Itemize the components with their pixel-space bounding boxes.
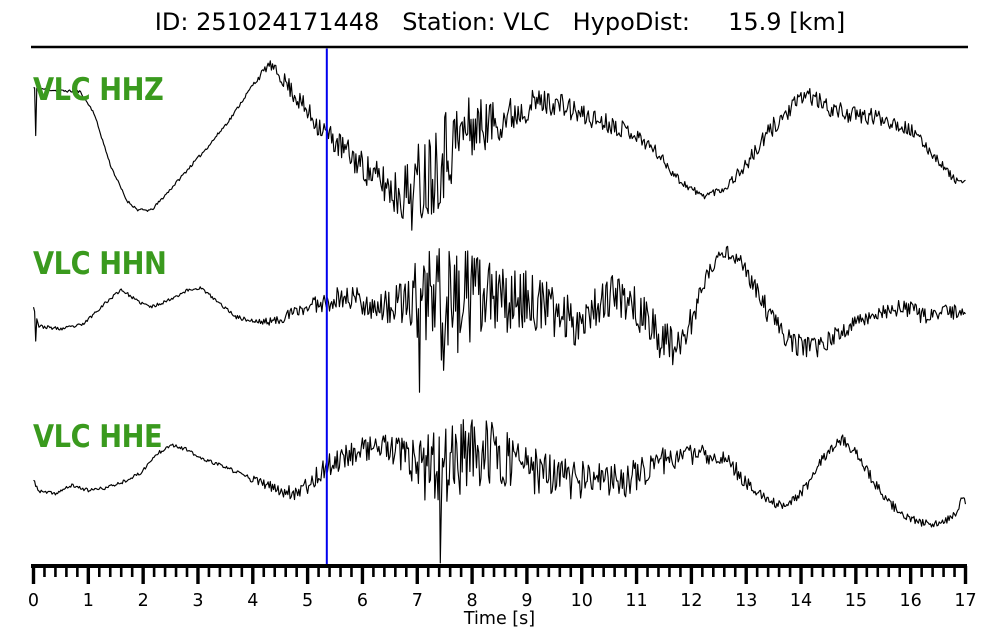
time-tick-label: 0: [28, 591, 39, 611]
time-tick-label: 7: [412, 591, 423, 611]
time-tick-label: 6: [357, 591, 368, 611]
time-tick-label: 11: [625, 591, 647, 611]
trace-label-hhe: VLC HHE: [33, 419, 163, 455]
time-tick-label: 9: [521, 591, 532, 611]
time-tick-label: 5: [302, 591, 313, 611]
time-tick-label: 16: [900, 591, 922, 611]
time-tick-label: 8: [467, 591, 478, 611]
waveform-trace-hhz: [33, 60, 966, 231]
waveform-trace-hhn: [32, 245, 966, 393]
time-tick-label: 2: [138, 591, 149, 611]
time-tick-label: 4: [247, 591, 258, 611]
time-tick-label: 13: [735, 591, 757, 611]
time-tick-label: 1: [83, 591, 94, 611]
time-tick-label: 3: [192, 591, 203, 611]
trace-label-hhn: VLC HHN: [33, 246, 167, 282]
time-tick-label: 17: [954, 591, 976, 611]
trace-label-hhz: VLC HHZ: [33, 72, 164, 108]
waveform-trace-hhe: [33, 419, 967, 564]
time-tick-label: 12: [680, 591, 702, 611]
time-tick-label: 14: [790, 591, 812, 611]
time-tick-label: 10: [571, 591, 593, 611]
figure-title: ID: 251024171448 Station: VLC HypoDist: …: [154, 8, 846, 36]
time-axis-title: Time [s]: [463, 609, 535, 629]
time-tick-label: 15: [845, 591, 867, 611]
